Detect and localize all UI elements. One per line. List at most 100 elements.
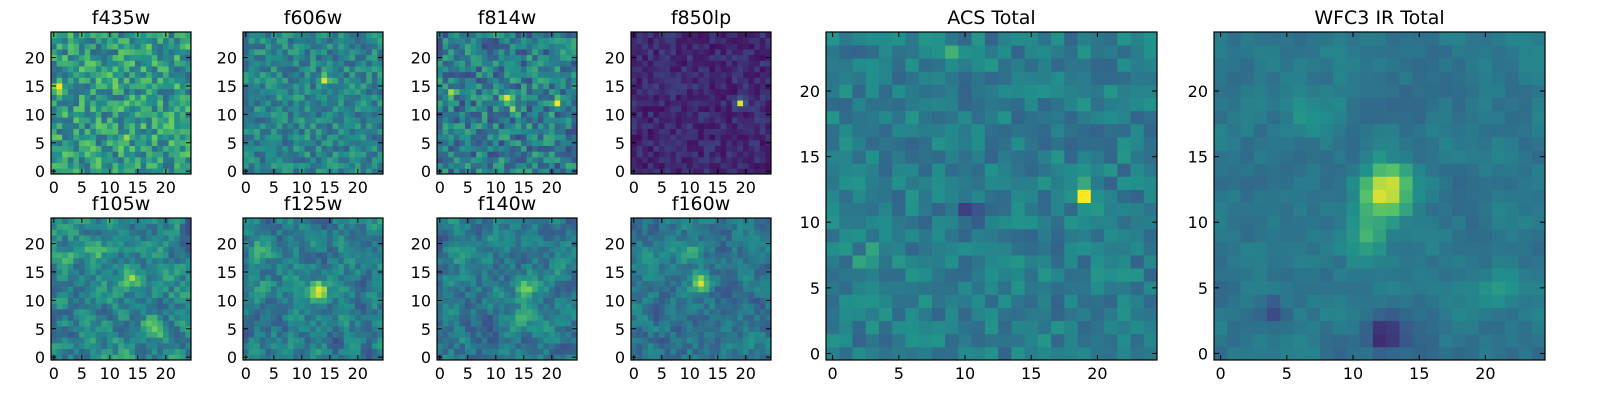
heatmap-cell xyxy=(51,331,57,338)
heatmap-cell xyxy=(481,43,488,50)
heatmap-cell xyxy=(349,303,356,310)
heatmap-cell xyxy=(293,134,300,141)
heatmap-cell xyxy=(543,134,550,141)
heatmap-cell xyxy=(51,128,57,135)
heatmap-cell xyxy=(360,88,367,95)
heatmap-cell xyxy=(179,218,186,225)
heatmap-cell xyxy=(631,291,637,298)
heatmap-cell xyxy=(118,291,125,298)
heatmap-cell xyxy=(565,71,572,78)
heatmap-cell xyxy=(448,32,455,39)
heatmap-cell xyxy=(709,105,716,112)
heatmap-cell xyxy=(310,354,317,361)
heatmap-cell xyxy=(276,229,283,236)
heatmap-cell xyxy=(62,111,69,118)
heatmap-cell xyxy=(129,331,136,338)
heatmap-cell xyxy=(537,66,544,73)
heatmap-cell xyxy=(321,49,328,56)
heatmap-cell xyxy=(135,151,141,158)
heatmap-cell xyxy=(549,252,555,259)
heatmap-cell xyxy=(168,308,175,315)
heatmap-cell xyxy=(476,94,483,101)
heatmap-cell xyxy=(437,331,443,338)
x-tick-label: 15 xyxy=(708,178,728,197)
heatmap-cell xyxy=(571,218,578,225)
heatmap-cell xyxy=(504,263,511,270)
heatmap-cell xyxy=(731,122,738,129)
heatmap-cell xyxy=(338,128,345,135)
heatmap-cell xyxy=(355,235,361,242)
heatmap-cell xyxy=(259,49,266,56)
heatmap-cell xyxy=(129,263,136,270)
heatmap-cell xyxy=(299,77,305,84)
heatmap-cell xyxy=(185,128,192,135)
heatmap-cell xyxy=(327,77,333,84)
heatmap-cell xyxy=(442,43,449,50)
heatmap-cell xyxy=(487,354,494,361)
heatmap-cell xyxy=(62,88,69,95)
heatmap-cell xyxy=(437,37,443,44)
heatmap-cell xyxy=(310,240,317,247)
heatmap-cell xyxy=(498,54,505,61)
heatmap-cell xyxy=(84,331,91,338)
heatmap-cell xyxy=(459,320,466,327)
heatmap-cell xyxy=(521,280,527,287)
heatmap-cell xyxy=(459,94,466,101)
heatmap-cell xyxy=(315,151,322,158)
heatmap-cell xyxy=(90,218,97,225)
heatmap-cell xyxy=(453,139,460,146)
heatmap-cell xyxy=(664,37,671,44)
heatmap-cell xyxy=(299,252,305,259)
heatmap-cell xyxy=(487,94,494,101)
heatmap-cell xyxy=(726,49,733,56)
heatmap-cell xyxy=(129,303,136,310)
heatmap-cell xyxy=(185,252,192,259)
heatmap-cell xyxy=(254,54,261,61)
heatmap-cell xyxy=(140,37,147,44)
heatmap-cell xyxy=(248,88,255,95)
heatmap-cell xyxy=(515,325,522,332)
heatmap-cell xyxy=(731,88,738,95)
heatmap-cell xyxy=(355,60,361,67)
heatmap-cell xyxy=(321,122,328,129)
heatmap-cell xyxy=(437,263,443,270)
heatmap-cell xyxy=(715,337,721,344)
heatmap-cell xyxy=(647,274,654,281)
heatmap-cell xyxy=(310,71,317,78)
heatmap-cell xyxy=(332,43,339,50)
heatmap-cell xyxy=(168,218,175,225)
heatmap-cell xyxy=(254,280,261,287)
heatmap-cell xyxy=(532,77,539,84)
heatmap-cell xyxy=(720,308,727,315)
heatmap-cell xyxy=(681,145,688,152)
heatmap-cell xyxy=(243,235,249,242)
heatmap-cell xyxy=(493,94,499,101)
heatmap-cell xyxy=(377,37,384,44)
heatmap-cell xyxy=(481,49,488,56)
heatmap-cell xyxy=(459,43,466,50)
heatmap-cell xyxy=(476,77,483,84)
heatmap-cell xyxy=(470,314,477,321)
heatmap-cell xyxy=(765,122,772,129)
heatmap-cell xyxy=(636,54,643,61)
heatmap-cell xyxy=(526,94,533,101)
heatmap-cell xyxy=(487,274,494,281)
heatmap-cell xyxy=(448,325,455,332)
heatmap-cell xyxy=(698,162,705,169)
heatmap-cell xyxy=(179,246,186,253)
heatmap-cell xyxy=(765,156,772,164)
heatmap-cell xyxy=(151,88,158,95)
heatmap-cell xyxy=(304,320,311,327)
heatmap-cell xyxy=(659,128,665,135)
heatmap-cell xyxy=(642,291,649,298)
heatmap-cell xyxy=(481,337,488,344)
heatmap-cell xyxy=(554,111,561,118)
heatmap-cell xyxy=(67,297,74,304)
heatmap-cell xyxy=(299,280,305,287)
heatmap-cell xyxy=(692,43,699,50)
axes-frame xyxy=(50,217,192,361)
heatmap-cell xyxy=(498,320,505,327)
heatmap-cell xyxy=(293,314,300,321)
heatmap-cell xyxy=(543,297,550,304)
heatmap-cell xyxy=(543,303,550,310)
